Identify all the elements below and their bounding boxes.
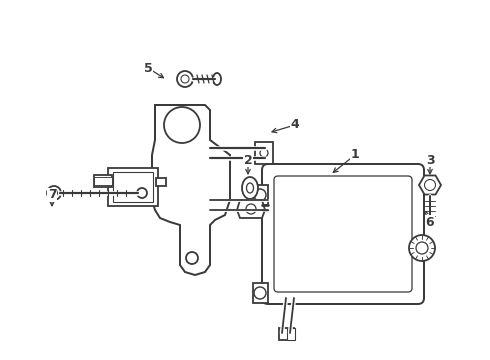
Circle shape xyxy=(47,186,61,200)
Bar xyxy=(113,172,153,202)
Circle shape xyxy=(164,107,200,143)
Circle shape xyxy=(246,204,256,214)
Circle shape xyxy=(254,189,266,201)
Polygon shape xyxy=(253,283,268,303)
Ellipse shape xyxy=(246,183,253,193)
Polygon shape xyxy=(253,185,268,205)
Circle shape xyxy=(416,242,428,254)
Polygon shape xyxy=(152,105,230,275)
Text: 2: 2 xyxy=(244,153,252,166)
Ellipse shape xyxy=(213,73,221,85)
Text: 5: 5 xyxy=(144,62,152,75)
Bar xyxy=(108,168,158,206)
Ellipse shape xyxy=(242,177,258,199)
Circle shape xyxy=(409,235,435,261)
Polygon shape xyxy=(237,200,265,218)
Bar xyxy=(287,328,295,340)
Bar xyxy=(279,328,294,340)
Text: 7: 7 xyxy=(48,189,56,202)
Circle shape xyxy=(50,189,57,197)
Circle shape xyxy=(137,188,147,198)
Bar xyxy=(94,175,112,187)
Bar xyxy=(255,142,273,164)
Circle shape xyxy=(181,75,189,83)
Circle shape xyxy=(186,252,198,264)
Text: 6: 6 xyxy=(426,216,434,229)
FancyBboxPatch shape xyxy=(274,176,412,292)
FancyBboxPatch shape xyxy=(262,164,424,304)
Circle shape xyxy=(260,149,268,157)
Bar xyxy=(156,178,166,186)
Circle shape xyxy=(254,287,266,299)
Text: 4: 4 xyxy=(291,118,299,131)
Circle shape xyxy=(424,180,436,190)
Text: 1: 1 xyxy=(351,148,359,162)
Circle shape xyxy=(177,71,193,87)
Polygon shape xyxy=(419,175,441,194)
Text: 3: 3 xyxy=(426,153,434,166)
Bar xyxy=(94,177,112,185)
